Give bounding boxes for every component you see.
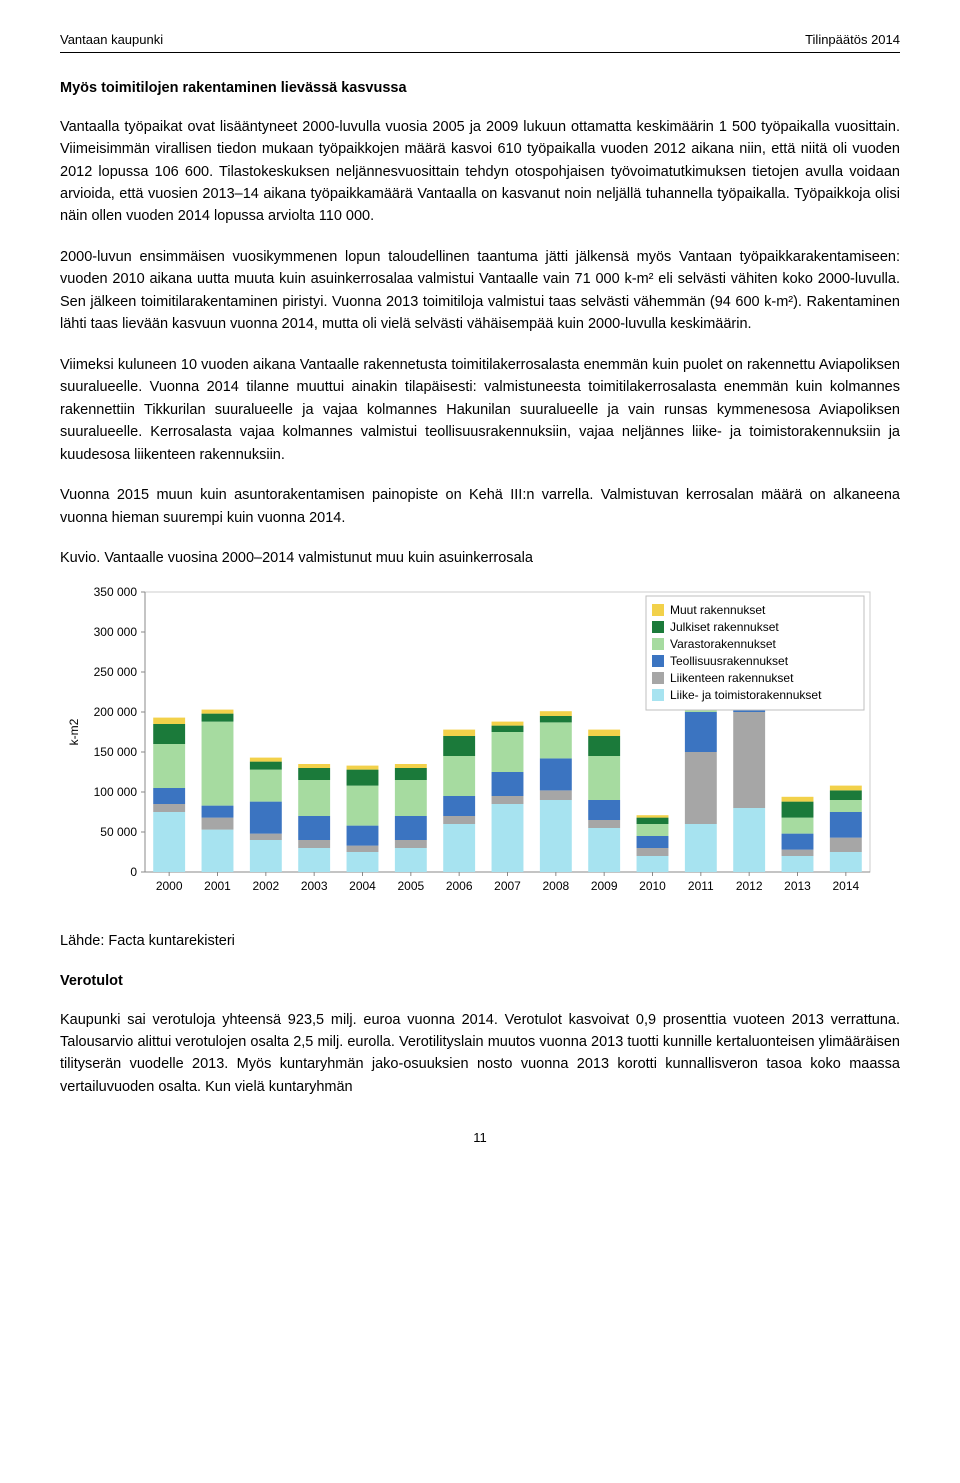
header-left: Vantaan kaupunki [60, 30, 163, 50]
svg-text:200 000: 200 000 [94, 705, 138, 719]
page-header: Vantaan kaupunki Tilinpäätös 2014 [60, 30, 900, 50]
header-rule [60, 52, 900, 53]
svg-text:Julkiset rakennukset: Julkiset rakennukset [670, 620, 779, 634]
svg-text:Liike- ja toimistorakennukset: Liike- ja toimistorakennukset [670, 688, 822, 702]
svg-text:k-m2: k-m2 [67, 718, 81, 745]
svg-text:2007: 2007 [494, 879, 521, 893]
document-page: Vantaan kaupunki Tilinpäätös 2014 Myös t… [0, 0, 960, 1189]
svg-text:2011: 2011 [688, 879, 714, 893]
svg-text:2005: 2005 [397, 879, 424, 893]
page-number: 11 [60, 1128, 900, 1148]
section-title-2: Verotulot [60, 970, 900, 992]
svg-text:2013: 2013 [784, 879, 811, 893]
svg-text:50 000: 50 000 [100, 825, 137, 839]
svg-text:300 000: 300 000 [94, 625, 138, 639]
svg-text:250 000: 250 000 [94, 665, 138, 679]
svg-text:2001: 2001 [204, 879, 231, 893]
svg-text:2006: 2006 [446, 879, 473, 893]
section-title: Myös toimitilojen rakentaminen lievässä … [60, 77, 900, 99]
svg-text:2004: 2004 [349, 879, 376, 893]
paragraph: Kaupunki sai verotuloja yhteensä 923,5 m… [60, 1009, 900, 1099]
svg-text:2010: 2010 [639, 879, 666, 893]
svg-text:350 000: 350 000 [94, 585, 138, 599]
svg-text:Muut rakennukset: Muut rakennukset [670, 603, 766, 617]
chart-svg: 0 50 000 100 000 150 000 200 000 250 000 300 0… [60, 580, 880, 910]
stacked-bar-chart: 0 50 000 100 000 150 000 200 000 250 000 300 0… [60, 580, 900, 910]
chart-caption: Kuvio. Vantaalle vuosina 2000–2014 valmi… [60, 547, 900, 569]
paragraph: Vuonna 2015 muun kuin asuntorakentamisen… [60, 484, 900, 529]
header-right: Tilinpäätös 2014 [805, 30, 900, 50]
svg-text:100 000: 100 000 [94, 785, 138, 799]
svg-text:2000: 2000 [156, 879, 183, 893]
svg-text:Liikenteen rakennukset: Liikenteen rakennukset [670, 671, 794, 685]
svg-text:2012: 2012 [736, 879, 763, 893]
svg-text:2003: 2003 [301, 879, 328, 893]
svg-text:150 000: 150 000 [94, 745, 138, 759]
paragraph: 2000-luvun ensimmäisen vuosikymmenen lop… [60, 246, 900, 336]
svg-text:2009: 2009 [591, 879, 618, 893]
svg-text:2002: 2002 [252, 879, 279, 893]
svg-text:0: 0 [130, 865, 137, 879]
svg-text:Teollisuusrakennukset: Teollisuusrakennukset [670, 654, 789, 668]
svg-text:2008: 2008 [542, 879, 569, 893]
paragraph: Vantaalla työpaikat ovat lisääntyneet 20… [60, 116, 900, 228]
svg-text:2014: 2014 [832, 879, 859, 893]
svg-text:Varastorakennukset: Varastorakennukset [670, 637, 777, 651]
source-line: Lähde: Facta kuntarekisteri [60, 930, 900, 952]
paragraph: Viimeksi kuluneen 10 vuoden aikana Vanta… [60, 354, 900, 466]
